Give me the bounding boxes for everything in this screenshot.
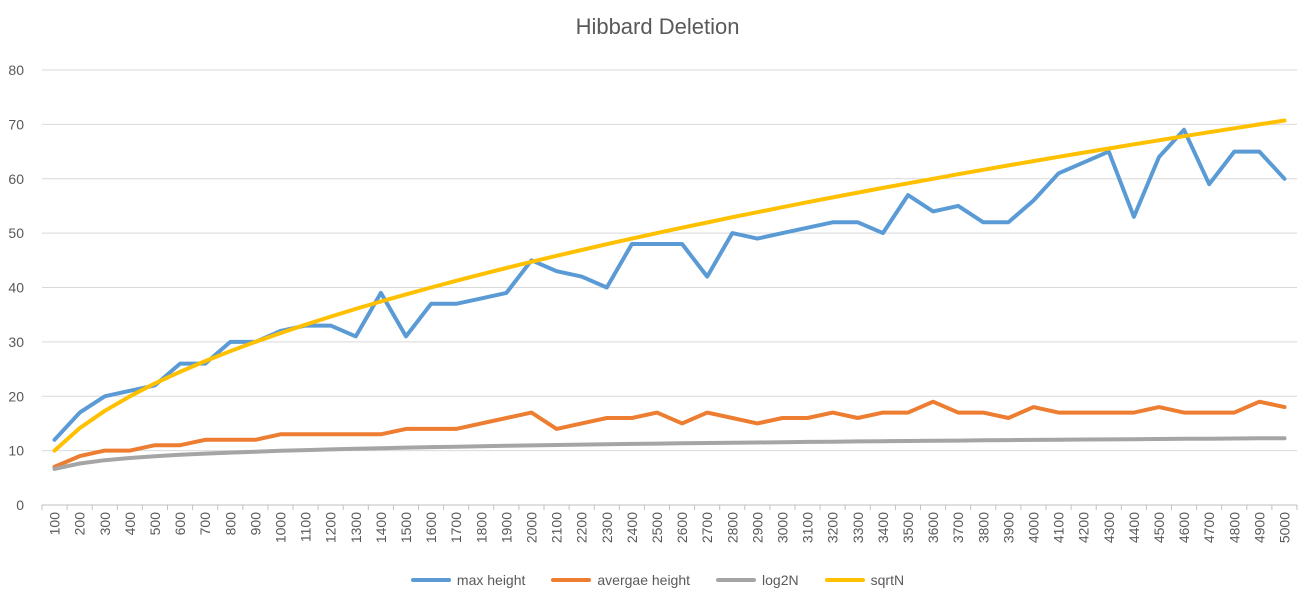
x-tick-label: 100 <box>47 512 63 536</box>
x-tick-label: 3900 <box>1000 512 1016 543</box>
x-tick-label: 4800 <box>1226 512 1242 543</box>
y-tick-label: 20 <box>8 388 24 404</box>
series-line-log2n <box>52 436 1287 471</box>
x-tick-label: 5000 <box>1276 512 1292 543</box>
x-tick-label: 4600 <box>1176 512 1192 543</box>
x-tick-label: 4900 <box>1251 512 1267 543</box>
legend-swatch <box>824 578 865 582</box>
x-tick-label: 2600 <box>674 512 690 543</box>
legend-label: avergae height <box>597 572 691 588</box>
legend-swatch <box>410 578 451 582</box>
x-tick-label: 3800 <box>975 512 991 543</box>
x-tick-label: 2300 <box>599 512 615 543</box>
y-tick-label: 0 <box>16 497 24 513</box>
y-axis-ticks: 0 10 20 30 40 50 60 70 80 <box>8 62 24 513</box>
x-tick-label: 1000 <box>272 512 288 543</box>
x-tick-label: 2500 <box>649 512 665 543</box>
legend-item: log2N <box>716 572 799 588</box>
x-tick-label: 1800 <box>473 512 489 543</box>
x-tick-label: 2100 <box>549 512 565 543</box>
x-tick-label: 4500 <box>1151 512 1167 543</box>
x-axis-ticks: 100 200 300 400 500 600 700 800 900 1000 1100 1200 1… <box>41 505 1298 543</box>
y-tick-label: 60 <box>8 171 24 187</box>
y-tick-label: 40 <box>8 280 24 296</box>
y-tick-label: 80 <box>8 62 24 78</box>
x-tick-label: 2800 <box>724 512 740 543</box>
legend-item: sqrtN <box>824 572 905 588</box>
x-tick-label: 2200 <box>574 512 590 543</box>
y-tick-label: 10 <box>8 443 24 459</box>
legend-label: sqrtN <box>870 572 905 588</box>
legend-swatch <box>716 578 757 582</box>
x-tick-label: 3200 <box>825 512 841 543</box>
x-tick-label: 3400 <box>875 512 891 543</box>
y-tick-label: 70 <box>8 116 24 132</box>
x-tick-label: 4200 <box>1076 512 1092 543</box>
x-tick-label: 3700 <box>950 512 966 543</box>
series-line-avergae-height <box>52 399 1287 469</box>
x-tick-label: 1700 <box>448 512 464 543</box>
x-tick-label: 1900 <box>498 512 514 543</box>
legend-swatch <box>551 578 592 582</box>
x-tick-label: 4300 <box>1101 512 1117 543</box>
x-tick-label: 4400 <box>1126 512 1142 543</box>
series-line-sqrtn <box>52 118 1287 453</box>
x-tick-label: 400 <box>122 512 138 536</box>
legend-item: max height <box>410 572 526 588</box>
x-tick-label: 3100 <box>800 512 816 543</box>
series-lines <box>52 118 1287 471</box>
x-tick-label: 2400 <box>624 512 640 543</box>
x-tick-label: 2000 <box>523 512 539 543</box>
x-tick-label: 1500 <box>398 512 414 543</box>
x-tick-label: 600 <box>172 512 188 536</box>
x-tick-label: 3000 <box>774 512 790 543</box>
x-tick-label: 3500 <box>900 512 916 543</box>
x-tick-label: 700 <box>197 512 213 536</box>
x-tick-label: 4100 <box>1051 512 1067 543</box>
y-tick-label: 50 <box>8 225 24 241</box>
x-tick-label: 300 <box>97 512 113 536</box>
legend-label: max height <box>456 572 526 588</box>
x-tick-label: 500 <box>147 512 163 536</box>
legend-label: log2N <box>762 572 799 588</box>
legend: max height avergae height log2N sqrtN <box>0 572 1315 588</box>
chart-title: Hibbard Deletion <box>575 14 740 39</box>
x-tick-label: 800 <box>222 512 238 536</box>
x-tick-label: 1300 <box>348 512 364 543</box>
x-tick-label: 3300 <box>850 512 866 543</box>
x-tick-label: 900 <box>247 512 263 536</box>
x-tick-label: 1600 <box>423 512 439 543</box>
x-tick-label: 1200 <box>323 512 339 543</box>
x-tick-label: 3600 <box>925 512 941 543</box>
y-tick-label: 30 <box>8 334 24 350</box>
x-tick-label: 2700 <box>699 512 715 543</box>
x-tick-label: 2900 <box>749 512 765 543</box>
x-tick-label: 4700 <box>1201 512 1217 543</box>
x-tick-label: 1100 <box>298 512 314 542</box>
x-tick-label: 4000 <box>1025 512 1041 543</box>
x-tick-label: 200 <box>72 512 88 536</box>
x-tick-label: 1400 <box>373 512 389 543</box>
legend-item: avergae height <box>551 572 690 588</box>
series-line-max-height <box>52 127 1287 442</box>
